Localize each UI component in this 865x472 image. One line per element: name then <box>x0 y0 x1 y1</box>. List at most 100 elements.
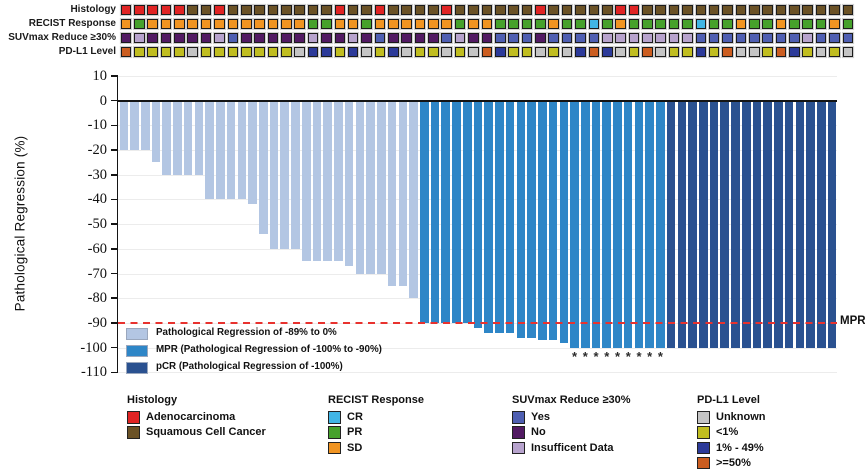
track-cell <box>668 46 680 58</box>
track-cell <box>628 4 640 16</box>
track-cell <box>240 32 252 44</box>
bar <box>430 100 440 323</box>
bar <box>312 100 322 262</box>
track-cell <box>254 18 265 30</box>
track-cell <box>174 32 185 44</box>
track-cell <box>281 18 292 30</box>
legend-swatch <box>512 411 525 424</box>
significance-asterisk: * <box>625 348 631 364</box>
bar <box>709 100 719 348</box>
track-cell <box>494 4 506 16</box>
track-cell <box>588 18 600 30</box>
bar <box>656 100 665 348</box>
tick-label: -50 <box>87 216 107 233</box>
bar <box>377 100 386 274</box>
track-cell <box>655 32 666 44</box>
track-cell <box>147 46 158 58</box>
track-cell <box>829 4 840 16</box>
track-cell <box>361 32 372 44</box>
track-cell <box>454 18 466 30</box>
tick-label: -100 <box>80 339 107 356</box>
bar <box>473 100 483 328</box>
bar <box>259 100 268 235</box>
bar <box>119 100 129 151</box>
track-cell <box>388 4 399 16</box>
bar-legend: Pathological Regression of -89% to 0% MPR… <box>126 325 446 380</box>
track-cell <box>508 4 519 16</box>
track-cell <box>762 46 773 58</box>
axis-tick <box>110 124 118 127</box>
track-cell <box>294 18 305 30</box>
track-cell <box>133 4 145 16</box>
track-cell <box>428 18 439 30</box>
bar <box>194 100 204 175</box>
axis-tick <box>110 198 118 201</box>
track-cell <box>200 32 212 44</box>
track-cell <box>722 32 733 44</box>
track-cell <box>508 18 519 30</box>
bar <box>699 100 708 348</box>
track-cell <box>321 18 332 30</box>
track-cell <box>842 32 854 44</box>
track-cell <box>708 46 720 58</box>
track-cell <box>428 4 439 16</box>
track-cell <box>762 4 773 16</box>
track-cell <box>468 32 479 44</box>
axis-tick <box>110 272 118 275</box>
track-cell <box>682 32 693 44</box>
legend-group-title: RECIST Response <box>328 394 424 406</box>
track-cell <box>187 18 199 30</box>
track-cell <box>588 32 600 44</box>
y-axis-title: Pathological Regression (%) <box>12 135 28 312</box>
track-cell <box>601 32 613 44</box>
legend-label: CR <box>347 411 363 423</box>
bar-legend-label: pCR (Pathological Regression of -100%) <box>156 361 343 373</box>
axis-tick <box>110 346 118 349</box>
tick-label: 0 <box>99 92 107 109</box>
track-cell <box>588 46 600 58</box>
track-cell <box>388 46 399 58</box>
track-cell <box>762 32 773 44</box>
track-cell <box>481 4 493 16</box>
track-label: Histology <box>70 4 116 15</box>
track-cell <box>575 18 586 30</box>
bar <box>602 100 612 348</box>
track-cell <box>240 4 252 16</box>
bar <box>516 100 526 338</box>
track-cell <box>575 32 586 44</box>
legend-swatch <box>328 441 341 455</box>
tick-label: -30 <box>87 166 107 183</box>
track-cell <box>214 46 225 58</box>
track-cell <box>468 46 479 58</box>
track-cell <box>735 18 747 30</box>
track-cell <box>789 4 800 16</box>
bar <box>441 100 451 323</box>
significance-asterisk: * <box>604 348 610 364</box>
legend-label: 1% - 49% <box>716 441 764 454</box>
axis-tick <box>110 75 118 77</box>
bar <box>269 100 279 249</box>
track-cell <box>655 4 666 16</box>
track-cell <box>133 46 145 58</box>
bar <box>623 100 633 348</box>
track-cell <box>548 4 560 16</box>
axis-tick <box>110 371 118 374</box>
track-cell <box>428 32 439 44</box>
track-cell <box>708 18 720 30</box>
bar <box>183 100 193 175</box>
bar <box>677 100 687 348</box>
track-cell <box>361 18 372 30</box>
legend-label: PR <box>347 426 363 439</box>
track-cell <box>454 4 466 16</box>
track-cell <box>294 4 305 16</box>
track-cell <box>708 4 720 16</box>
bar <box>452 100 461 323</box>
track-cell <box>682 18 693 30</box>
track-cell <box>615 46 626 58</box>
bar <box>731 100 740 348</box>
track-cell <box>655 46 666 58</box>
track-cell <box>187 32 199 44</box>
track-cell <box>147 32 158 44</box>
track-cell <box>802 32 814 44</box>
bar <box>226 100 236 200</box>
